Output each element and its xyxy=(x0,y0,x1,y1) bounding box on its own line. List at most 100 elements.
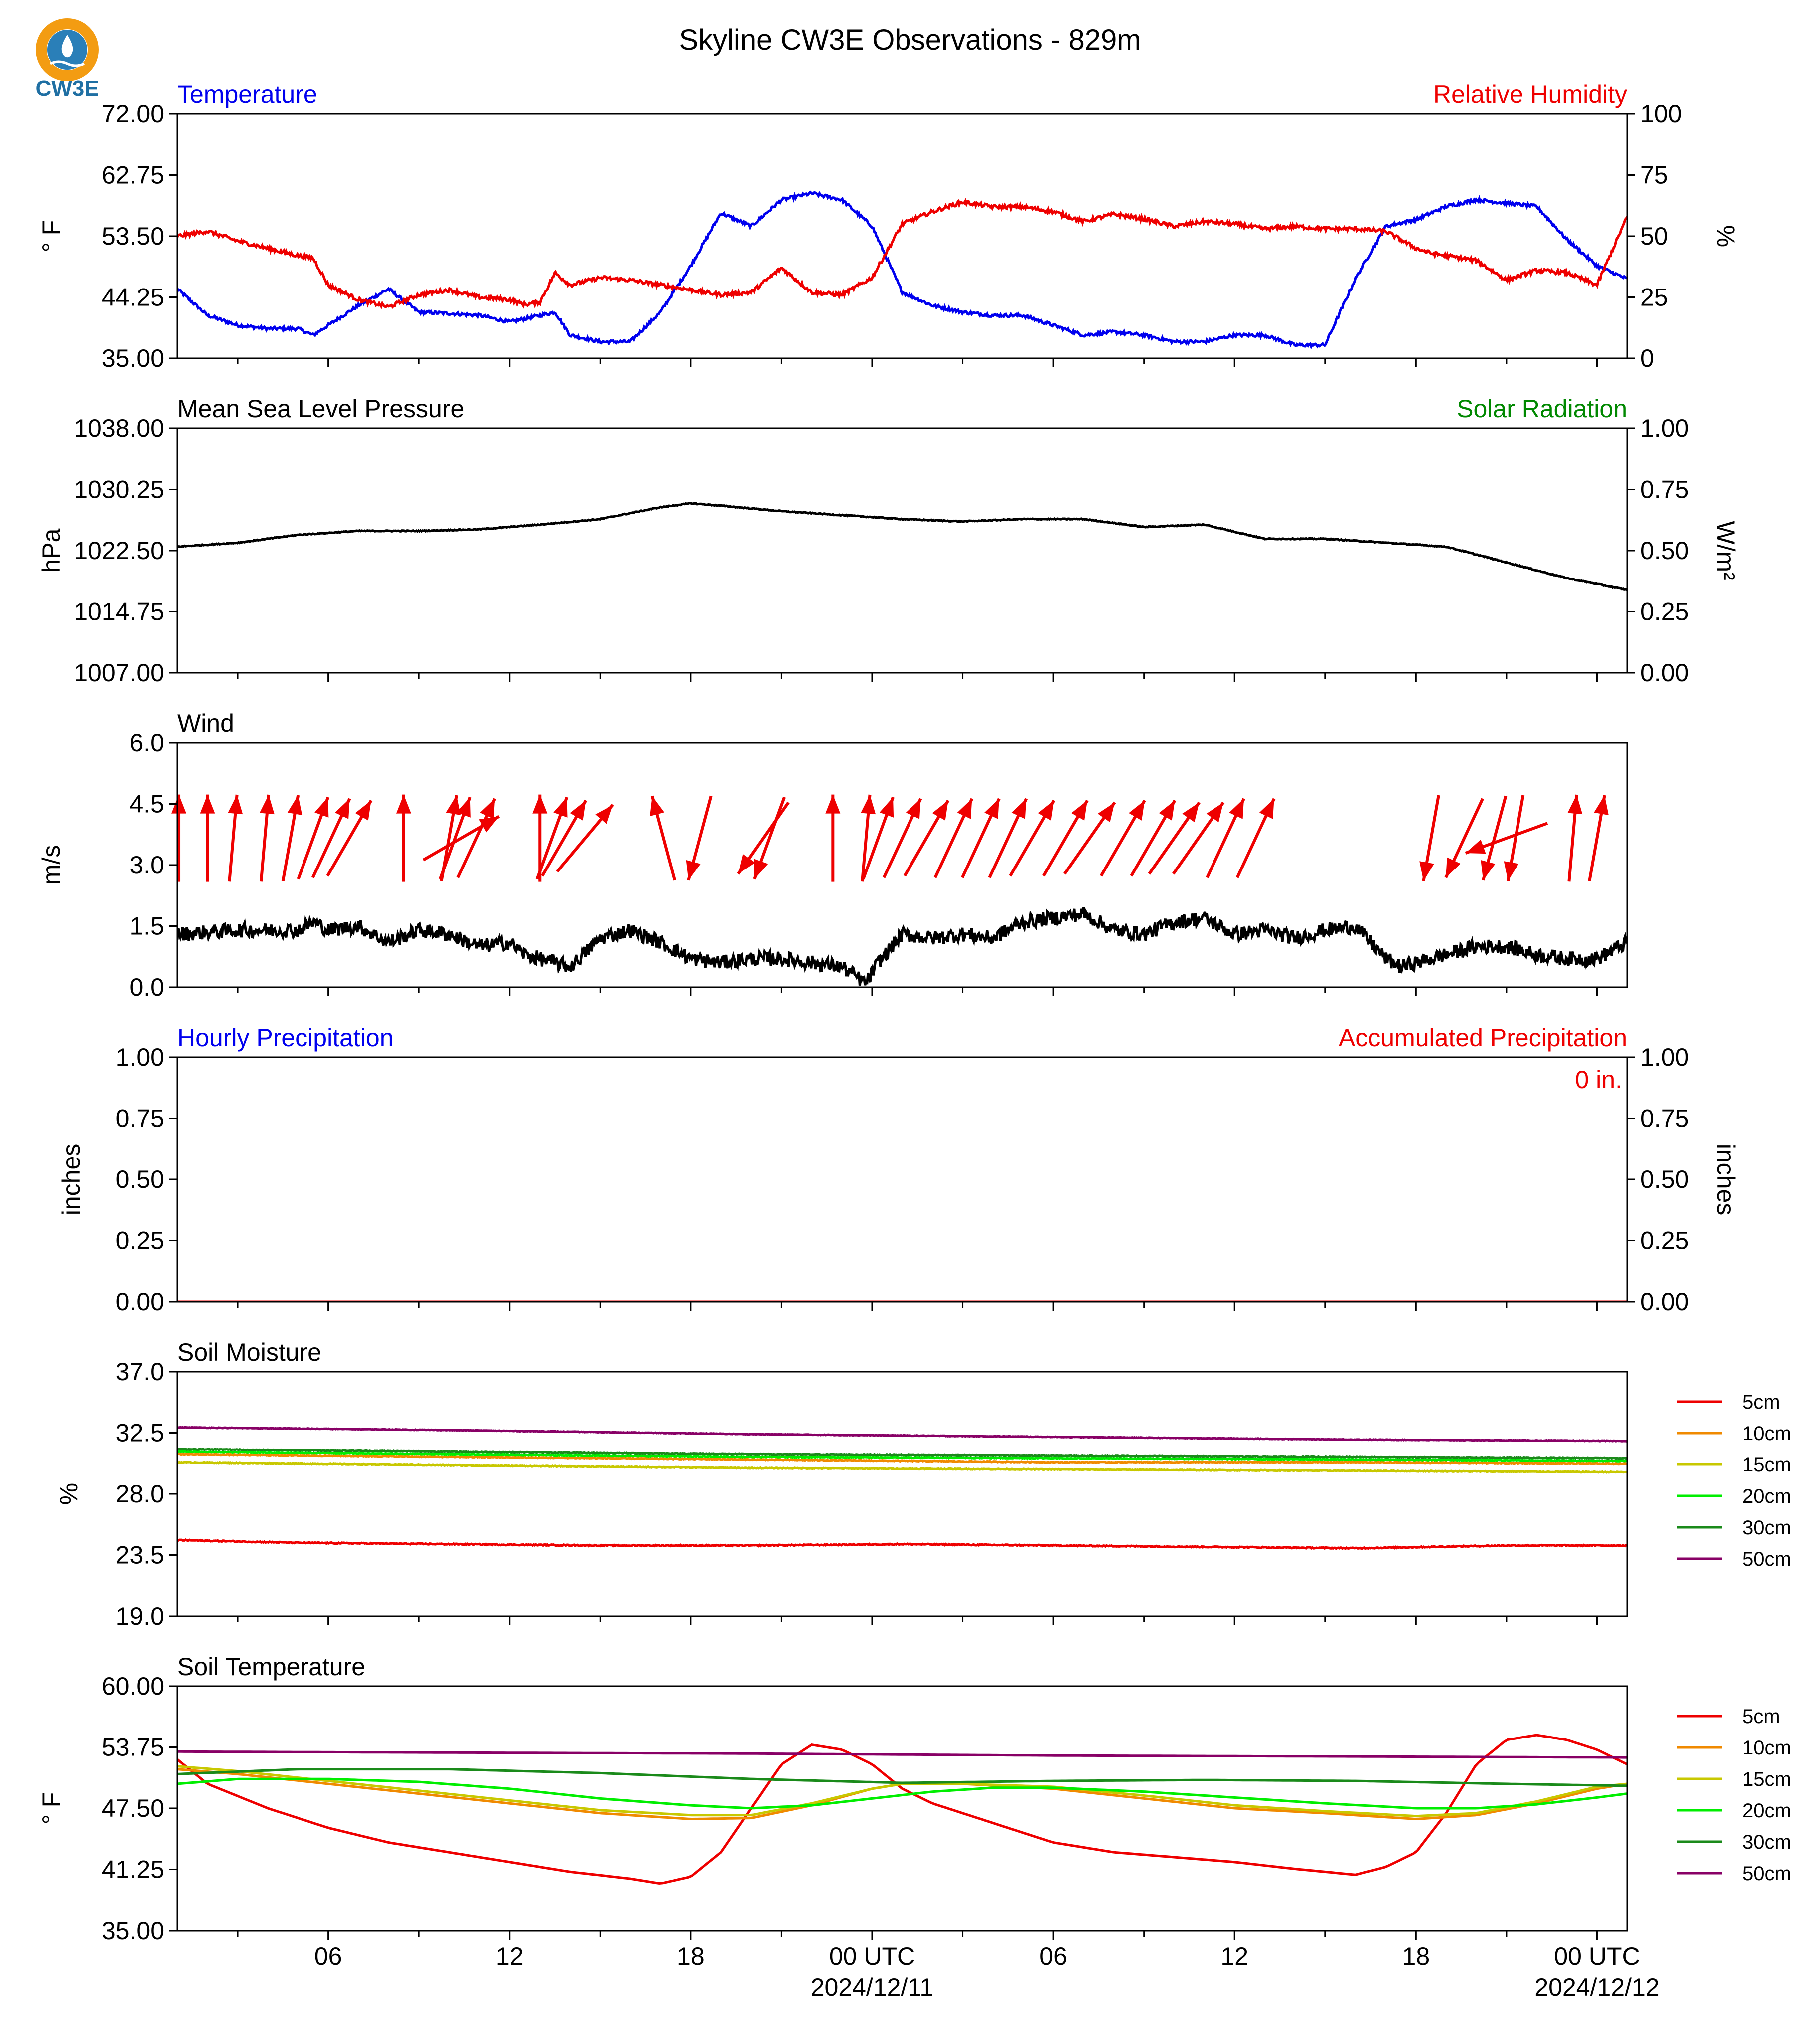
xtick-label: 06 xyxy=(1039,1942,1067,1970)
wind-arrow xyxy=(1444,798,1484,878)
ylabel-right: inches xyxy=(1712,1144,1740,1216)
wind-arrow-head xyxy=(396,794,411,814)
wind-arrow xyxy=(1588,795,1609,881)
wind-arrow-head xyxy=(1097,802,1115,823)
ytick-label-left: 0.50 xyxy=(116,1165,164,1193)
ytick-label-right: 0 xyxy=(1640,344,1654,372)
panel-3: Wind 0.0 1.5 3.0 4.5 6.0 m/s xyxy=(37,709,1628,1001)
legend-label-50cm: 50cm xyxy=(1742,1863,1791,1885)
panel-title-left: Soil Temperature xyxy=(177,1653,365,1681)
wind-arrow-head xyxy=(553,797,568,818)
ylabel-left: m/s xyxy=(37,845,65,885)
wind-arrow xyxy=(535,796,569,880)
series-line-50cm xyxy=(177,1750,1627,1759)
ylabel-left: ° F xyxy=(37,220,65,252)
wind-arrow xyxy=(396,794,411,882)
series-line-s0 xyxy=(177,190,1627,350)
panel-1: Temperature Relative Humidity 35.00 44.25 53… xyxy=(37,80,1740,372)
ytick-label-right: 0.00 xyxy=(1640,1288,1689,1316)
wind-arrow-head xyxy=(1071,800,1088,821)
wind-arrow xyxy=(1009,799,1056,877)
wind-arrow xyxy=(737,801,790,875)
ylabel-right: % xyxy=(1712,225,1740,247)
legend-label-20cm: 20cm xyxy=(1742,1800,1791,1822)
ylabel-left: ° F xyxy=(37,1792,65,1824)
ytick-label-left: 1014.75 xyxy=(74,598,164,626)
series-line-20cm xyxy=(177,1450,1627,1463)
wind-arrow xyxy=(933,798,974,878)
legend: 5cm 10cm 15cm 20cm 30cm 50cm xyxy=(1677,1706,1791,1885)
ytick-label-left: 23.5 xyxy=(116,1541,164,1569)
legend-label-20cm: 20cm xyxy=(1742,1485,1791,1507)
wind-arrow xyxy=(753,796,786,880)
wind-arrow-head xyxy=(1259,798,1274,819)
panel-4: Hourly Precipitation Accumulated Precipit… xyxy=(57,1024,1740,1316)
ytick-label-right: 0.75 xyxy=(1640,476,1689,504)
ytick-label-left: 1038.00 xyxy=(74,414,164,442)
wind-arrow-head xyxy=(1182,802,1200,823)
series-line-5cm xyxy=(177,1734,1627,1885)
ytick-label-right: 25 xyxy=(1640,284,1668,311)
series-line-s0 xyxy=(177,502,1627,591)
wind-arrow xyxy=(1465,822,1548,855)
panel-5: Soil Moisture 19.0 23.5 28.0 32.5 37.0% 5cm 10c… xyxy=(55,1338,1791,1630)
ytick-label-left: 19.0 xyxy=(116,1602,164,1630)
logo-text: CW3E xyxy=(35,76,99,101)
wind-arrow-head xyxy=(825,794,841,814)
ytick-label-left: 72.00 xyxy=(102,100,164,128)
wind-arrow xyxy=(1148,801,1201,875)
xtick-label: 12 xyxy=(496,1942,524,1970)
xtick-label: 18 xyxy=(677,1942,705,1970)
wind-arrow xyxy=(1063,801,1116,875)
ytick-label-left: 41.25 xyxy=(102,1856,164,1884)
panel-2: Mean Sea Level Pressure Solar Radiation 10… xyxy=(37,395,1740,687)
cw3e-logo xyxy=(36,18,99,81)
ytick-label-right: 100 xyxy=(1640,100,1682,128)
ylabel-left: hPa xyxy=(37,528,65,573)
ytick-label-left: 6.0 xyxy=(129,729,164,757)
logo-drop-icon xyxy=(61,35,73,58)
wind-arrow xyxy=(882,798,922,878)
wind-arrow xyxy=(903,799,950,877)
ytick-label-right: 0.50 xyxy=(1640,537,1689,565)
ytick-label-left: 35.00 xyxy=(102,1917,164,1945)
ytick-label-left: 62.75 xyxy=(102,161,164,189)
wind-arrow-head xyxy=(355,800,371,821)
wind-arrow xyxy=(861,794,876,882)
ytick-label-left: 3.0 xyxy=(129,851,164,879)
chart-panels: Temperature Relative Humidity 35.00 44.25 53… xyxy=(37,80,1791,2001)
wind-arrow-head xyxy=(957,798,972,819)
wind-arrow-head xyxy=(570,800,586,821)
wind-arrow xyxy=(1206,798,1245,878)
wind-arrow-head xyxy=(754,859,768,879)
xtick-label: 18 xyxy=(1402,1942,1430,1970)
wind-arrow-head xyxy=(906,798,921,819)
wind-arrow xyxy=(228,794,243,882)
wind-arrow xyxy=(200,794,215,882)
wind-arrow xyxy=(326,799,373,877)
wind-arrow-head xyxy=(259,794,275,815)
wind-arrow xyxy=(297,796,330,880)
ytick-label-left: 1.00 xyxy=(116,1043,164,1071)
wind-arrow xyxy=(961,798,1001,878)
ylabel-left: inches xyxy=(57,1144,85,1216)
wind-arrow-head xyxy=(932,800,948,821)
ytick-label-left: 53.75 xyxy=(102,1734,164,1761)
wind-arrow xyxy=(1481,795,1508,881)
series-line-15cm xyxy=(177,1461,1627,1474)
wind-arrow xyxy=(862,796,895,880)
wind-arrow-head xyxy=(200,794,215,814)
ytick-label-left: 47.50 xyxy=(102,1794,164,1822)
series-line-s0 xyxy=(177,907,1627,986)
ytick-label-left: 28.0 xyxy=(116,1480,164,1508)
xtick-label: 12 xyxy=(1220,1942,1248,1970)
panel-title-right: Solar Radiation xyxy=(1457,395,1627,423)
logo-wave-icon xyxy=(49,60,85,67)
ytick-label-right: 75 xyxy=(1640,161,1668,189)
wind-arrow-head xyxy=(1567,794,1583,815)
xtick-date-label: 2024/12/11 xyxy=(811,1973,934,2001)
wind-arrow-head xyxy=(1129,800,1145,821)
legend-label-10cm: 10cm xyxy=(1742,1423,1791,1445)
series-line-30cm xyxy=(177,1768,1627,1787)
xtick-label: 00 UTC xyxy=(829,1942,915,1970)
